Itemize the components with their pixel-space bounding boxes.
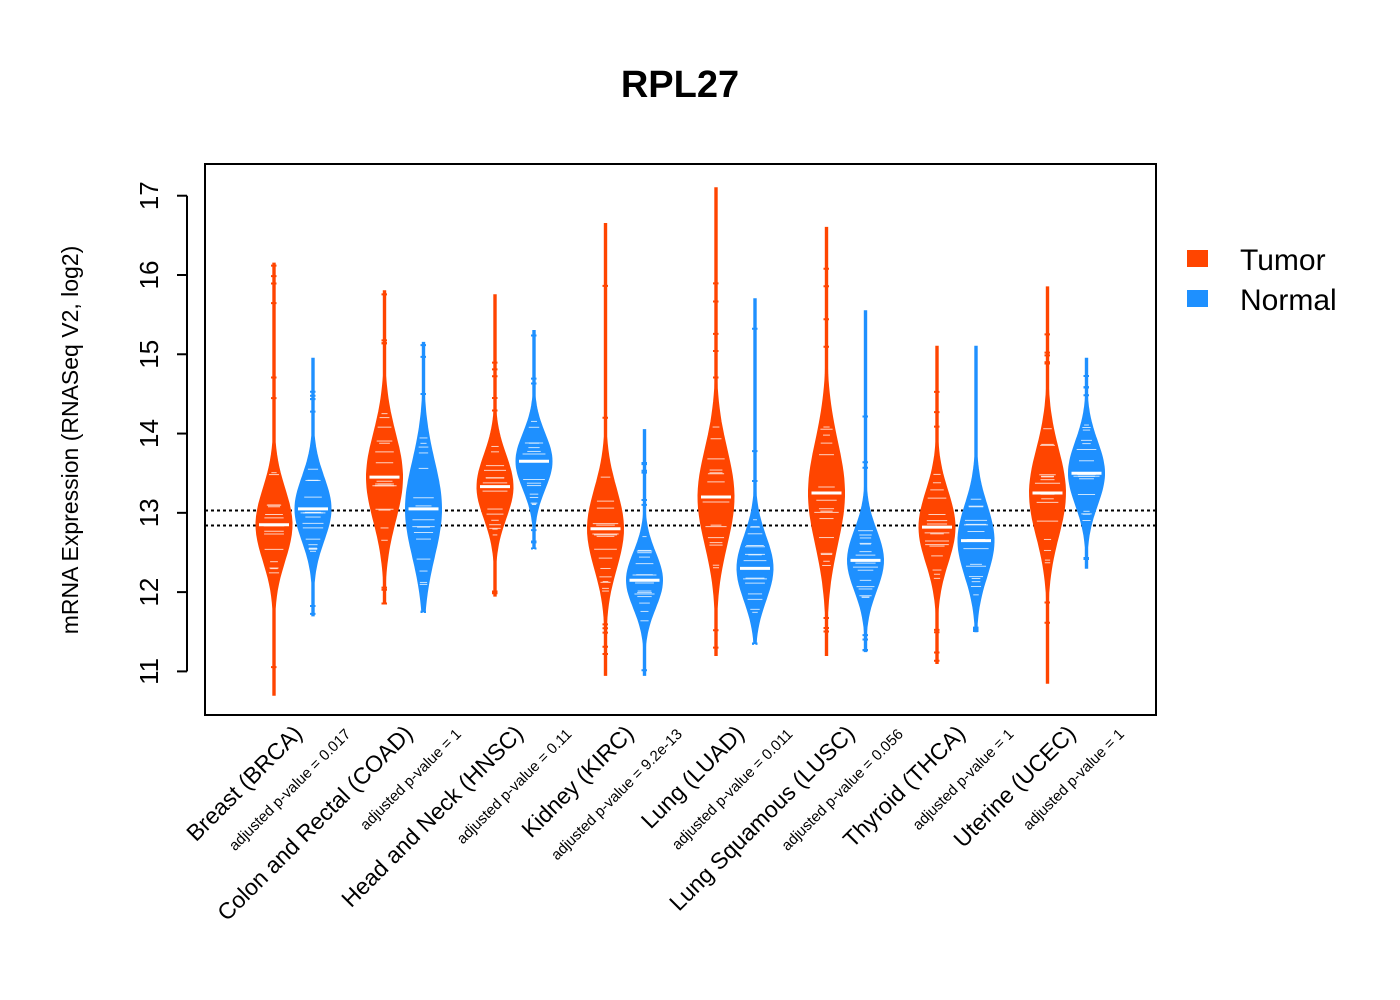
- legend-swatch-normal: [1187, 290, 1208, 307]
- violin-body: [1028, 286, 1067, 684]
- legend-label-normal: Normal: [1240, 284, 1337, 317]
- violin-tumor: [476, 294, 514, 597]
- violin-tumor: [1028, 286, 1067, 684]
- y-tick-label: 12: [134, 578, 164, 607]
- y-tick-label: 17: [134, 181, 164, 210]
- violin-body: [957, 345, 995, 633]
- y-tick-label: 11: [134, 658, 164, 685]
- y-tick-label: 16: [134, 261, 164, 290]
- violin-body: [366, 290, 403, 605]
- x-axis-labels: Breast (BRCA)adjusted p-value = 0.017Col…: [181, 720, 1128, 925]
- violin-tumor: [918, 345, 956, 664]
- violin-normal: [294, 357, 332, 617]
- violin-normal: [515, 330, 553, 550]
- y-axis: 11 12 13 14 15 16 17: [134, 181, 188, 685]
- violin-tumor: [255, 262, 293, 696]
- violin-body: [697, 187, 735, 656]
- legend-swatch-tumor: [1187, 250, 1208, 267]
- violin-normal: [957, 345, 995, 633]
- legend: Tumor Normal: [1187, 244, 1337, 317]
- violin-body: [515, 330, 553, 549]
- violin-body: [808, 226, 845, 656]
- y-tick-label: 13: [134, 498, 164, 527]
- y-tick-label: 14: [134, 419, 164, 448]
- category-label: Colon and Rectal (COAD): [212, 720, 417, 925]
- y-tick-label: 15: [134, 340, 164, 369]
- y-axis-label: mRNA Expression (RNASeq V2, log2): [57, 246, 83, 635]
- violin-body: [1068, 357, 1105, 569]
- violin-tumor: [586, 223, 625, 676]
- violin-normal: [736, 298, 774, 645]
- violin-body: [405, 341, 442, 613]
- violin-body: [846, 310, 885, 653]
- violin-normal: [625, 429, 664, 676]
- violin-normal: [405, 341, 442, 613]
- violin-normal: [846, 310, 885, 653]
- violin-tumor: [697, 187, 735, 656]
- violin-normal: [1068, 357, 1105, 569]
- plot-frame: [204, 163, 1157, 716]
- violin-body: [294, 357, 332, 617]
- violin-tumor: [808, 226, 845, 656]
- violin-body: [918, 345, 956, 664]
- violin-body: [586, 223, 625, 676]
- violin-body: [255, 262, 293, 696]
- violin-body: [476, 294, 514, 597]
- chart-title: RPL27: [621, 64, 739, 106]
- violin-tumor: [366, 290, 403, 605]
- violin-body: [736, 298, 774, 645]
- legend-label-tumor: Tumor: [1240, 244, 1326, 277]
